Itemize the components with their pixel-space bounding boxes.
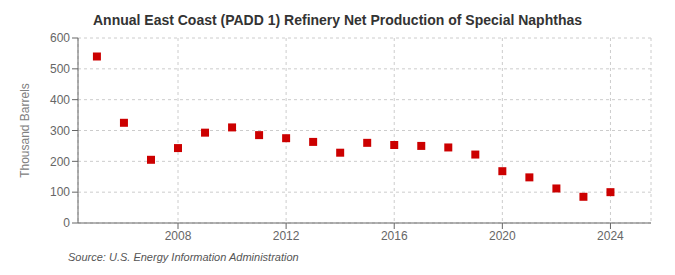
svg-text:100: 100: [50, 185, 70, 199]
html-text:Source: U.S. Energy Informatio: Source: U.S. Energy Information Administ…: [68, 251, 299, 263]
svg-text:300: 300: [50, 124, 70, 138]
svg-text:200: 200: [50, 155, 70, 169]
svg-text:0: 0: [63, 216, 70, 230]
svg-text:400: 400: [50, 93, 70, 107]
svg-text:2016: 2016: [381, 229, 408, 243]
svg-text:2024: 2024: [597, 229, 624, 243]
svg-text:500: 500: [50, 62, 70, 76]
svg-text:600: 600: [50, 32, 70, 45]
svg-text:2020: 2020: [489, 229, 516, 243]
svg-text:2008: 2008: [165, 229, 192, 243]
html-text:Annual East Coast (PADD 1) Ref: Annual East Coast (PADD 1) Refinery Net …: [93, 12, 582, 28]
svg-text:2012: 2012: [273, 229, 300, 243]
svg-text:Thousand Barrels: Thousand Barrels: [18, 83, 32, 178]
